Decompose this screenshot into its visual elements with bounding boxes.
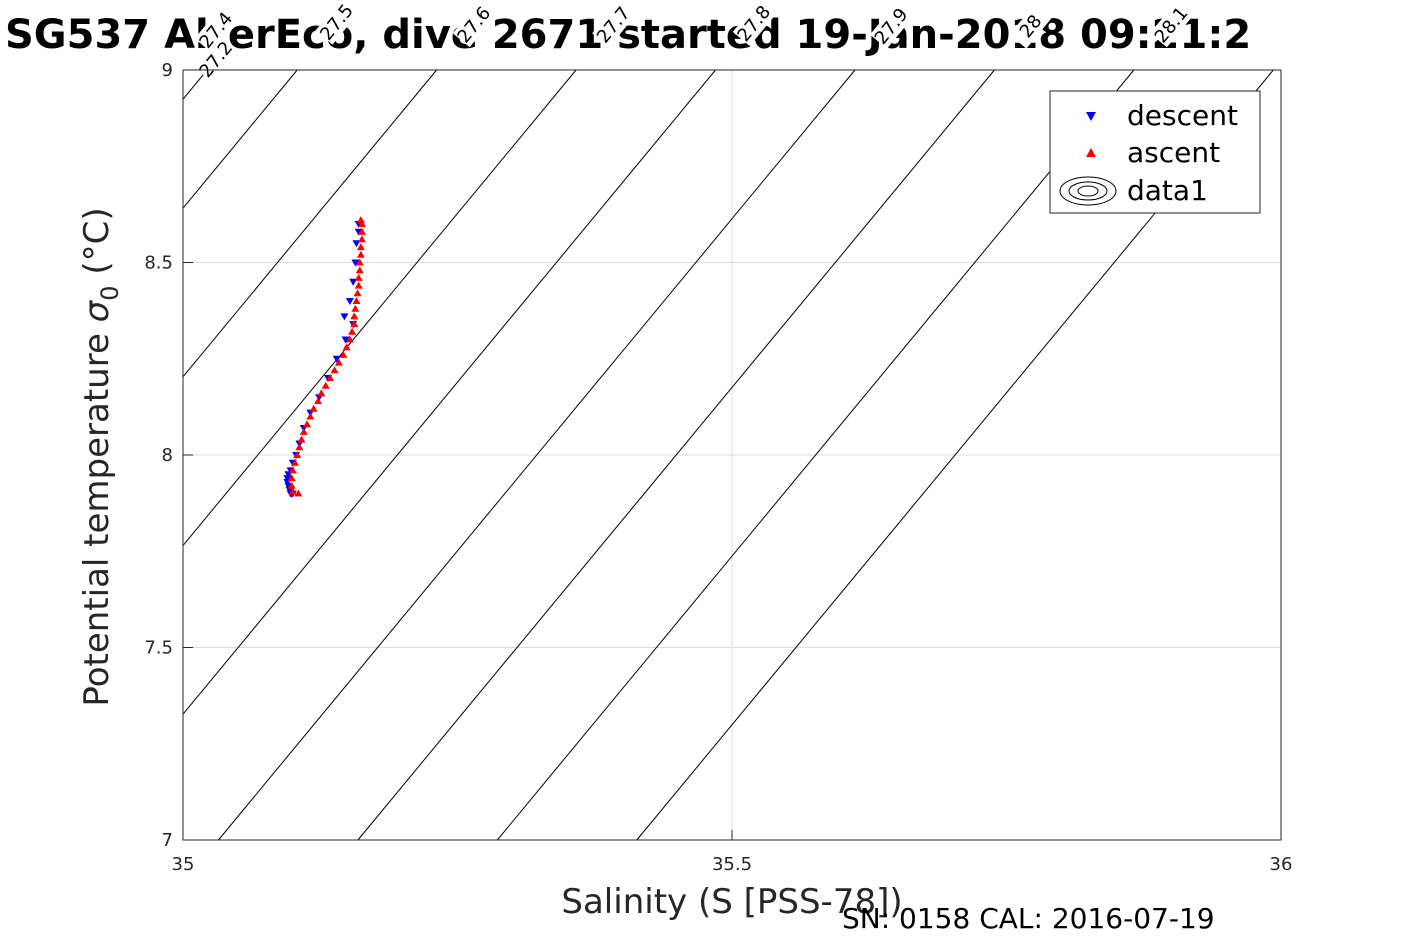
ascent-point [342,343,351,351]
ascent-point [356,243,365,251]
legend-contour-icon [1059,176,1117,206]
ascent-point [287,474,296,482]
ascent-point [287,481,296,489]
ascent-point [290,458,299,466]
legend-ascent-marker [1086,148,1096,157]
ascent-point [321,381,330,389]
contour-line-27.7 [182,69,577,546]
y-axis-label-subscript: 0 [96,285,124,300]
legend-data1-label: data1 [1127,174,1208,207]
ascent-point [306,412,315,420]
contour-label-gap [1009,3,1052,49]
y-axis-label: Potential temperature σ0 (°C) [77,207,124,706]
calibration-footer: SN: 0158 CAL: 2016-07-19 [842,902,1215,935]
ascent-point [288,487,297,495]
ascent-point [309,404,318,412]
ascent-point [299,427,308,435]
contour-label-gap [194,36,238,82]
descent-point [340,313,349,321]
legend-box [1049,90,1261,214]
ascent-point [355,266,364,274]
legend: descent ascent data1 [1049,90,1261,214]
legend-descent-label: descent [1127,99,1238,132]
y-tick-label: 8 [162,445,173,466]
legend-ascent-label: ascent [1127,136,1220,169]
descent-point [351,259,360,267]
contour-label-gap [194,7,238,53]
ascent-point [350,320,359,328]
grid-lines [183,70,1281,840]
y-tick-label: 7.5 [144,638,173,659]
ascent-point [356,216,365,224]
ascent-point [345,335,354,343]
ascent-point [330,366,339,374]
contour-label-gap [732,1,776,46]
y-tick-label: 8.5 [144,253,173,274]
ascent-point [314,397,323,405]
contour-line-28 [357,69,995,841]
ascent-point [357,235,366,243]
ascent-point [348,327,357,335]
ascent-point [351,304,360,312]
contour-label-gap [869,3,913,49]
descent-point [283,475,292,483]
ascent-point [339,350,348,358]
contour-label-gap [592,2,635,48]
ascent-point [288,466,297,474]
ascent-point [293,451,302,458]
ascent-point [326,374,335,381]
y-axis-label-unit: (°C) [77,207,117,285]
ascent-point [352,297,361,304]
contour-line-27.9 [218,69,856,841]
ascent-point [295,443,304,451]
ascent-series [287,216,366,497]
contour-line-27.2 [182,69,208,100]
ascent-point [355,258,364,266]
y-tick-label: 7 [162,830,173,851]
ascent-point [354,281,363,289]
y-axis-label-symbol: σ [77,299,117,322]
ascent-point [357,227,366,235]
ascent-point [354,273,363,281]
contour-line-27.5 [182,69,298,209]
contour-label-gap [452,2,496,48]
contour-line-27.6 [182,69,438,378]
ascent-point [356,250,365,258]
contour-label-gap [315,0,358,45]
x-axis-ticks: 35 35.5 36 [172,830,1293,875]
x-tick-label: 35 [172,854,195,875]
ascent-point [303,420,312,428]
ascent-point [294,489,303,497]
ascent-point [357,220,366,227]
ascent-point [297,435,306,443]
descent-point [332,355,341,363]
y-axis-label-main: Potential temperature [77,322,117,706]
contour-line-28.1 [496,69,1135,841]
x-tick-label: 35.5 [712,854,752,875]
descent-point [345,298,354,305]
x-tick-label: 36 [1270,854,1293,875]
contour-label-gap [1149,2,1193,48]
ascent-point [317,389,326,397]
ascent-point [334,358,343,366]
descent-point [341,336,350,344]
contour-line-27.8 [182,69,716,715]
y-axis-ticks: 7 7.5 8 8.5 9 [144,60,193,851]
ascent-point [353,289,362,297]
legend-descent-marker [1086,112,1096,121]
y-tick-label: 9 [162,60,173,81]
ascent-point [350,312,359,320]
x-axis-label: Salinity (S [PSS-78]) [561,882,902,922]
